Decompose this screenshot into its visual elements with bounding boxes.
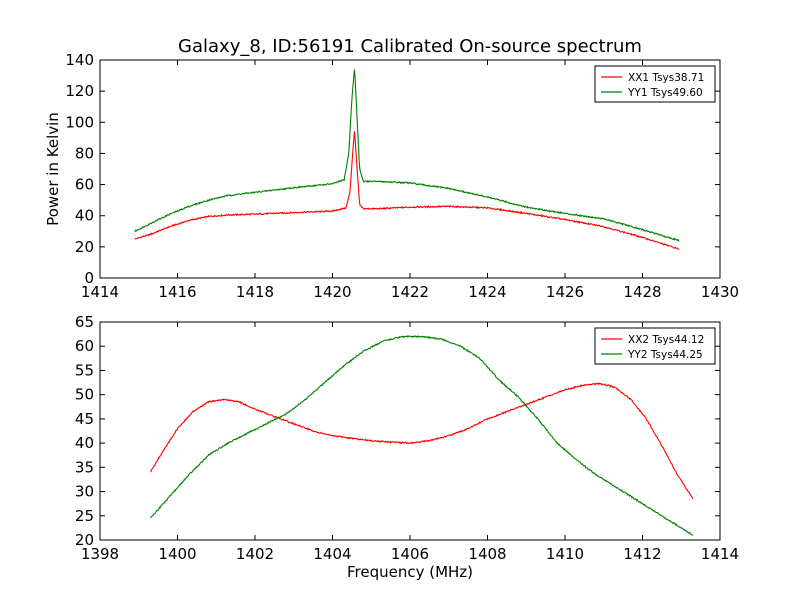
x-tick-label: 1400 [158, 545, 196, 563]
x-tick-label: 1398 [81, 545, 119, 563]
y-tick-label: 25 [75, 507, 94, 525]
x-tick-label: 1402 [236, 545, 274, 563]
x-tick-label: 1414 [81, 283, 119, 301]
y-tick-label: 40 [75, 207, 94, 225]
x-tick-label: 1424 [468, 283, 506, 301]
legend-entry: XX2 Tsys44.12 [628, 334, 704, 346]
y-tick-label: 35 [75, 458, 94, 476]
x-tick-label: 1422 [391, 283, 429, 301]
y-tick-label: 100 [65, 113, 94, 131]
legend-entry: YY2 Tsys44.25 [627, 349, 703, 361]
x-tick-label: 1420 [313, 283, 351, 301]
x-tick-label: 1426 [546, 283, 584, 301]
y-tick-label: 20 [75, 238, 94, 256]
y-axis-label: Power in Kelvin [44, 112, 62, 226]
x-tick-label: 1412 [623, 545, 661, 563]
y-tick-label: 60 [75, 176, 94, 194]
chart-title: Galaxy_8, ID:56191 Calibrated On-source … [178, 36, 642, 57]
x-tick-label: 1404 [313, 545, 351, 563]
x-axis-label: Frequency (MHz) [347, 563, 473, 581]
y-tick-label: 30 [75, 483, 94, 501]
y-tick-label: 55 [75, 361, 94, 379]
y-tick-label: 65 [75, 313, 94, 331]
y-tick-label: 40 [75, 434, 94, 452]
x-tick-label: 1414 [701, 545, 739, 563]
x-tick-label: 1408 [468, 545, 506, 563]
x-tick-label: 1416 [158, 283, 196, 301]
x-tick-label: 1430 [701, 283, 739, 301]
x-tick-label: 1428 [623, 283, 661, 301]
series-line-1-1 [134, 131, 680, 250]
legend-entry: YY1 Tsys49.60 [627, 87, 703, 99]
legend-entry: XX1 Tsys38.71 [628, 72, 704, 84]
legend: XX1 Tsys38.71 YY1 Tsys49.60 [594, 65, 716, 103]
y-tick-label: 45 [75, 410, 94, 428]
y-tick-label: 60 [75, 337, 94, 355]
y-tick-label: 20 [75, 531, 94, 549]
y-tick-label: 140 [65, 51, 94, 69]
x-tick-label: 1410 [546, 545, 584, 563]
top-chart: 1414 1416 1418 1420 1422 1424 1426 1428 1430 0 20 4… [44, 36, 739, 301]
y-tick-label: 0 [84, 269, 94, 287]
bottom-chart: 1398 1400 1402 1404 1406 1408 1410 1412 1414 20 25… [75, 313, 739, 581]
series-line-2-2 [149, 335, 693, 536]
y-tick-label: 120 [65, 82, 94, 100]
y-tick-label: 50 [75, 386, 94, 404]
series-line-1-2 [134, 69, 680, 242]
legend: XX2 Tsys44.12 YY2 Tsys44.25 [594, 327, 716, 365]
x-tick-label: 1418 [236, 283, 274, 301]
series-line-2-1 [150, 381, 694, 500]
y-tick-label: 80 [75, 144, 94, 162]
x-tick-label: 1406 [391, 545, 429, 563]
